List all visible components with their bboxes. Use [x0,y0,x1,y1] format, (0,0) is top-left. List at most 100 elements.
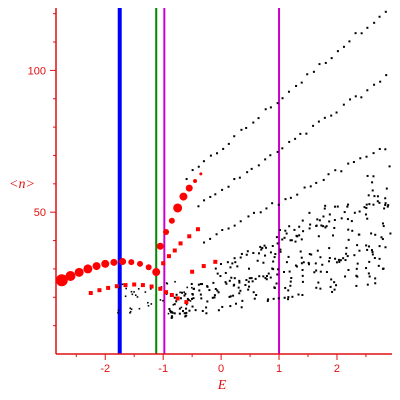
black-point [227,142,230,145]
black-point [191,293,194,296]
red-point [65,271,76,282]
black-point [170,316,173,319]
black-point [227,227,230,230]
black-point [353,254,356,257]
black-point [191,169,194,172]
black-point [283,236,286,239]
red-square-point [140,283,145,288]
red-point [145,264,152,271]
black-point [285,232,288,235]
black-point [312,70,315,73]
red-scatter-series [55,172,218,305]
black-point [384,204,387,207]
red-point [199,172,203,176]
black-point [251,280,254,283]
black-point [346,218,349,221]
black-point [386,205,389,208]
black-point [185,307,188,310]
black-point [264,277,267,280]
black-point [345,246,348,249]
black-point [271,245,274,248]
black-point [240,252,243,255]
black-point [215,233,218,236]
black-point [134,294,137,296]
black-point [335,261,338,264]
red-point [74,267,84,277]
black-point [245,279,248,282]
black-point [301,294,304,297]
black-point [315,269,318,272]
black-point [208,289,211,292]
black-point [130,308,133,311]
x-axis-label: E [217,378,227,393]
black-point [324,226,327,229]
black-point [224,281,227,284]
black-point [186,297,189,300]
black-point [344,275,347,278]
black-point [125,287,127,290]
red-point [185,184,193,192]
black-point [209,154,212,157]
black-point [347,238,350,241]
black-point [355,267,358,270]
black-point [241,299,244,302]
black-point [252,211,255,214]
black-point [239,289,242,292]
black-point [219,263,222,266]
black-point [228,295,231,298]
black-point [376,200,379,203]
black-point [346,255,349,258]
black-point [227,185,230,188]
red-square-point [178,241,183,246]
black-point [319,256,322,259]
black-point [290,239,293,242]
black-point [330,278,333,281]
black-point [230,276,233,279]
black-point [275,282,278,285]
black-point [174,280,176,283]
red-square-point [123,283,128,288]
black-point [253,297,256,300]
black-point [344,259,347,262]
black-point [277,297,280,300]
black-point [285,261,288,264]
black-point [352,161,355,164]
black-point [171,315,174,318]
black-point [365,244,368,247]
black-point [201,309,204,312]
black-point [206,300,209,303]
black-point [325,271,328,274]
black-point [301,219,304,222]
red-point [173,203,183,213]
black-point [264,254,267,257]
black-point [275,236,278,239]
black-point [257,117,260,120]
black-point [294,240,297,243]
black-point [385,74,388,77]
black-point [214,287,217,290]
black-point [173,296,176,299]
black-point [377,264,380,267]
black-point [265,278,268,281]
black-point [254,277,257,280]
black-point [167,312,170,315]
black-point [144,291,147,293]
black-point [373,21,376,24]
black-point [190,282,193,285]
black-point [334,169,337,172]
black-point [117,311,119,314]
black-point [217,309,220,312]
black-point [299,250,302,253]
black-point [336,50,339,53]
black-point [334,257,337,260]
black-point [358,249,361,252]
black-point [384,197,387,200]
black-point [373,195,376,198]
black-point [349,98,352,101]
red-square-point [106,285,111,290]
black-point [294,137,297,140]
black-point [335,111,338,114]
black-point [299,132,302,135]
black-point [259,245,262,248]
black-point [272,260,275,263]
